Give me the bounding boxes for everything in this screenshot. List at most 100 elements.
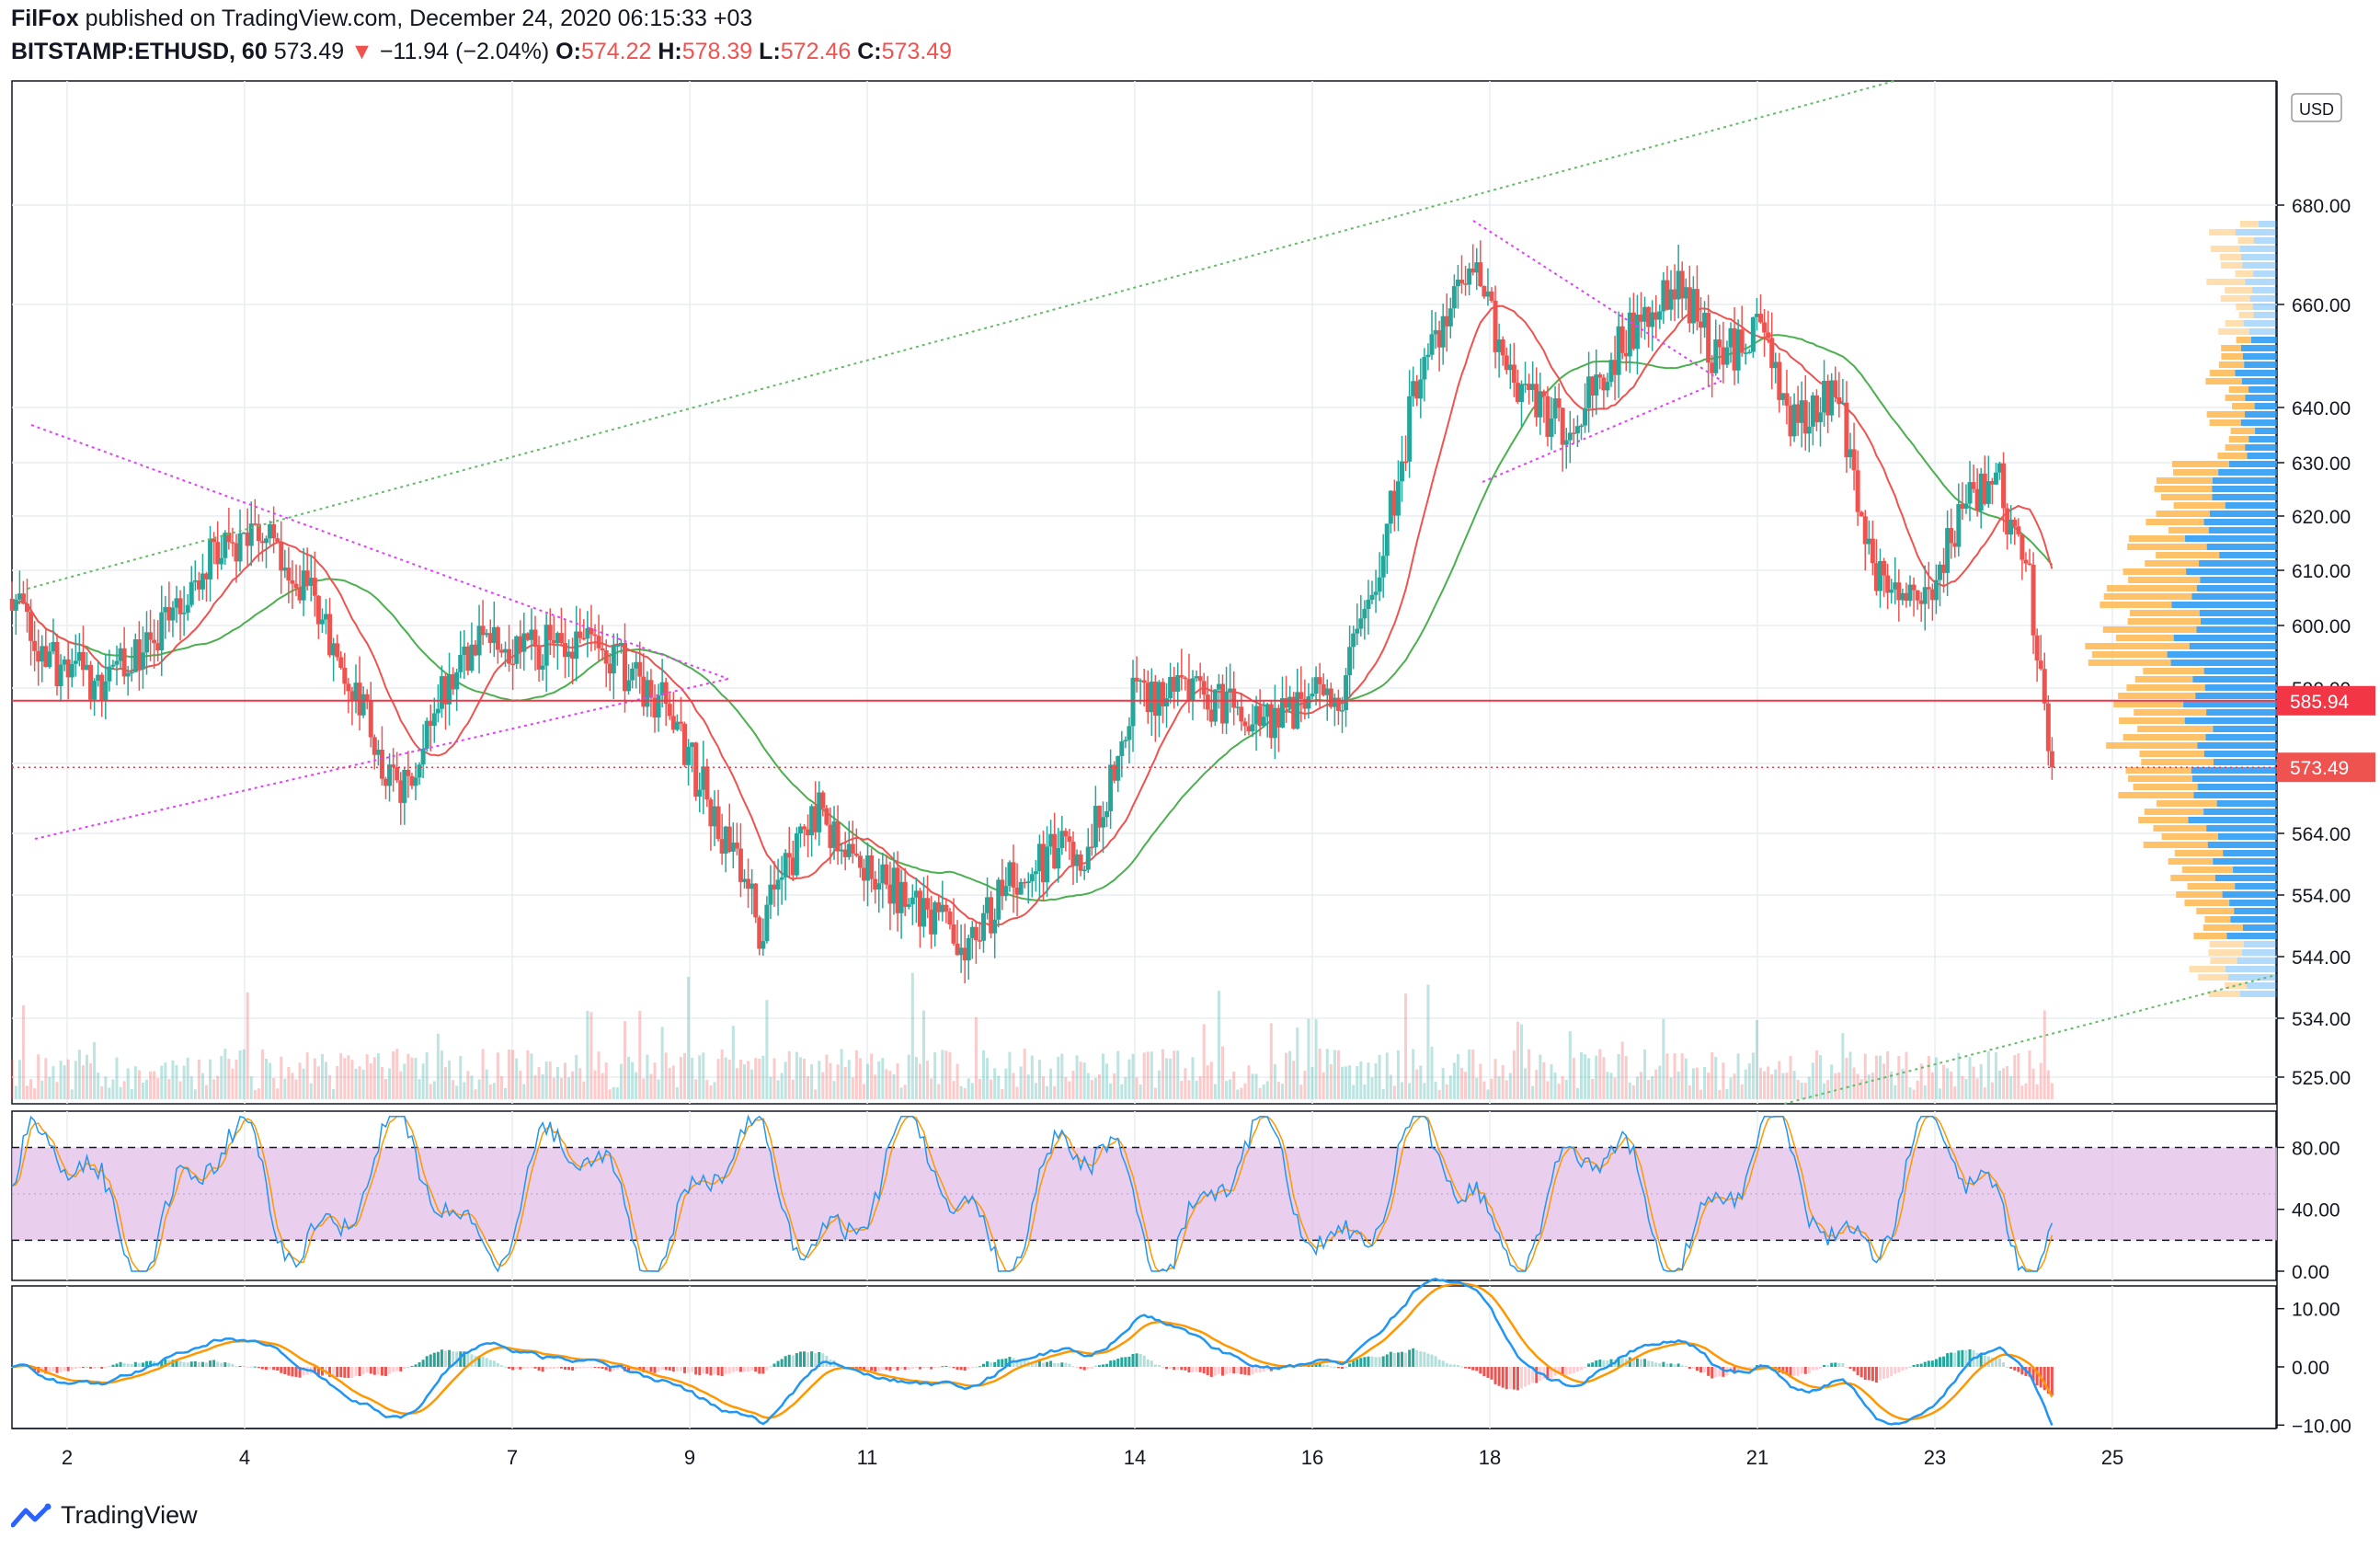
volume-bar xyxy=(37,1054,40,1099)
volume-bar xyxy=(119,1086,122,1099)
volume-bar xyxy=(863,1084,865,1099)
macd-histogram-bar xyxy=(1113,1360,1116,1367)
volume-bar xyxy=(137,1070,141,1099)
macd-histogram-bar xyxy=(1262,1367,1265,1372)
candle-body xyxy=(230,542,235,544)
candle-body xyxy=(1074,854,1080,866)
volume-bar xyxy=(436,1033,440,1099)
macd-histogram-bar xyxy=(477,1355,481,1367)
candle-body xyxy=(47,651,52,668)
volume-bar xyxy=(320,1053,324,1099)
macd-histogram-bar xyxy=(787,1354,791,1367)
macd-histogram-bar xyxy=(1090,1367,1093,1369)
volume-profile-bar-buy xyxy=(2191,775,2277,782)
candle-body xyxy=(1769,338,1775,369)
candle-body xyxy=(1093,806,1098,848)
macd-histogram-bar xyxy=(619,1367,623,1369)
volume-bar xyxy=(847,1060,851,1099)
volume-bar xyxy=(735,1068,738,1099)
candle-body xyxy=(451,673,456,690)
candle-body xyxy=(1164,698,1170,706)
volume-bar xyxy=(1606,1072,1609,1099)
volume-bar xyxy=(1150,1051,1153,1099)
candle-body xyxy=(1377,577,1382,592)
volume-bar xyxy=(1986,1050,1990,1099)
volume-bar xyxy=(982,1050,985,1099)
tradingview-logo-icon xyxy=(11,1503,51,1527)
candle-body xyxy=(1616,326,1621,375)
candle-body xyxy=(1070,842,1076,866)
volume-bar xyxy=(993,1068,997,1099)
candle-body xyxy=(1489,291,1494,302)
volume-profile-bar-buy xyxy=(2229,461,2277,467)
macd-histogram-bar xyxy=(990,1362,993,1367)
volume-bar xyxy=(803,1058,806,1099)
macd-histogram-bar xyxy=(1848,1367,1852,1370)
macd-histogram-bar xyxy=(589,1367,593,1368)
candle-body xyxy=(1918,600,1924,604)
macd-histogram-bar xyxy=(1217,1367,1220,1374)
volume-bar xyxy=(776,1080,780,1099)
candle-body xyxy=(906,904,911,907)
volume-bar xyxy=(1714,1057,1718,1099)
volume-bar xyxy=(309,1083,313,1099)
volume-bar xyxy=(761,1055,765,1099)
macd-histogram-bar xyxy=(963,1367,967,1371)
volume-bar xyxy=(325,1061,327,1099)
volume-profile-bar-buy xyxy=(2246,982,2277,989)
volume-bar xyxy=(1046,1085,1049,1099)
volume-bar xyxy=(713,1082,716,1099)
candle-body xyxy=(110,664,116,667)
candle-body xyxy=(1791,404,1797,437)
volume-bar xyxy=(1939,1088,1941,1099)
symbol-label[interactable]: BITSTAMP:ETHUSD, 60 xyxy=(11,39,268,64)
volume-bar xyxy=(1729,1077,1733,1099)
macd-histogram-bar xyxy=(1240,1367,1243,1374)
macd-histogram-bar xyxy=(863,1367,865,1371)
candle-body xyxy=(1455,280,1460,287)
macd-histogram-bar xyxy=(432,1352,436,1367)
macd-histogram-bar xyxy=(466,1353,470,1367)
candle-body xyxy=(1366,600,1371,610)
macd-histogram-bar xyxy=(343,1367,347,1378)
author-name[interactable]: FilFox xyxy=(11,6,79,31)
macd-histogram-bar xyxy=(1075,1367,1079,1368)
candle-body xyxy=(674,721,680,730)
macd-histogram-bar xyxy=(1912,1364,1916,1367)
macd-histogram-bar xyxy=(593,1367,597,1368)
macd-histogram-bar xyxy=(1448,1364,1452,1367)
volume-profile-bar-buy xyxy=(2219,552,2277,558)
candle-body xyxy=(1212,689,1218,722)
macd-histogram-bar xyxy=(922,1367,925,1369)
macd-histogram-bar xyxy=(287,1367,291,1376)
candle-body xyxy=(118,648,123,661)
macd-histogram-bar xyxy=(141,1362,144,1367)
macd-histogram-bar xyxy=(1867,1367,1871,1381)
volume-bar xyxy=(1116,1050,1120,1099)
volume-profile-bar-buy xyxy=(2247,453,2277,459)
x-tick-label: 21 xyxy=(1746,1446,1768,1469)
candle-body xyxy=(1344,675,1349,711)
macd-histogram-bar xyxy=(1946,1353,1950,1367)
volume-profile-bar-sell xyxy=(2156,477,2213,484)
candle-body xyxy=(51,641,56,652)
volume-bar xyxy=(1736,1053,1740,1099)
volume-bar xyxy=(1598,1049,1602,1099)
volume-bar xyxy=(1292,1061,1296,1099)
volume-bar xyxy=(44,1058,48,1099)
candle-body xyxy=(611,646,616,674)
macd-line xyxy=(11,1277,2054,1426)
candle-body xyxy=(704,766,710,800)
macd-histogram-bar xyxy=(1071,1366,1075,1368)
volume-bar xyxy=(631,1061,635,1099)
volume-bar xyxy=(1811,1062,1814,1099)
volume-bar xyxy=(1595,1055,1598,1099)
candle-body xyxy=(73,660,78,664)
macd-histogram-bar xyxy=(571,1367,575,1371)
candle-body xyxy=(1358,618,1364,629)
volume-bar xyxy=(515,1058,519,1099)
volume-bar xyxy=(298,1062,302,1099)
footer-brand[interactable]: TradingView xyxy=(11,1501,198,1530)
macd-histogram-bar xyxy=(1845,1367,1848,1368)
